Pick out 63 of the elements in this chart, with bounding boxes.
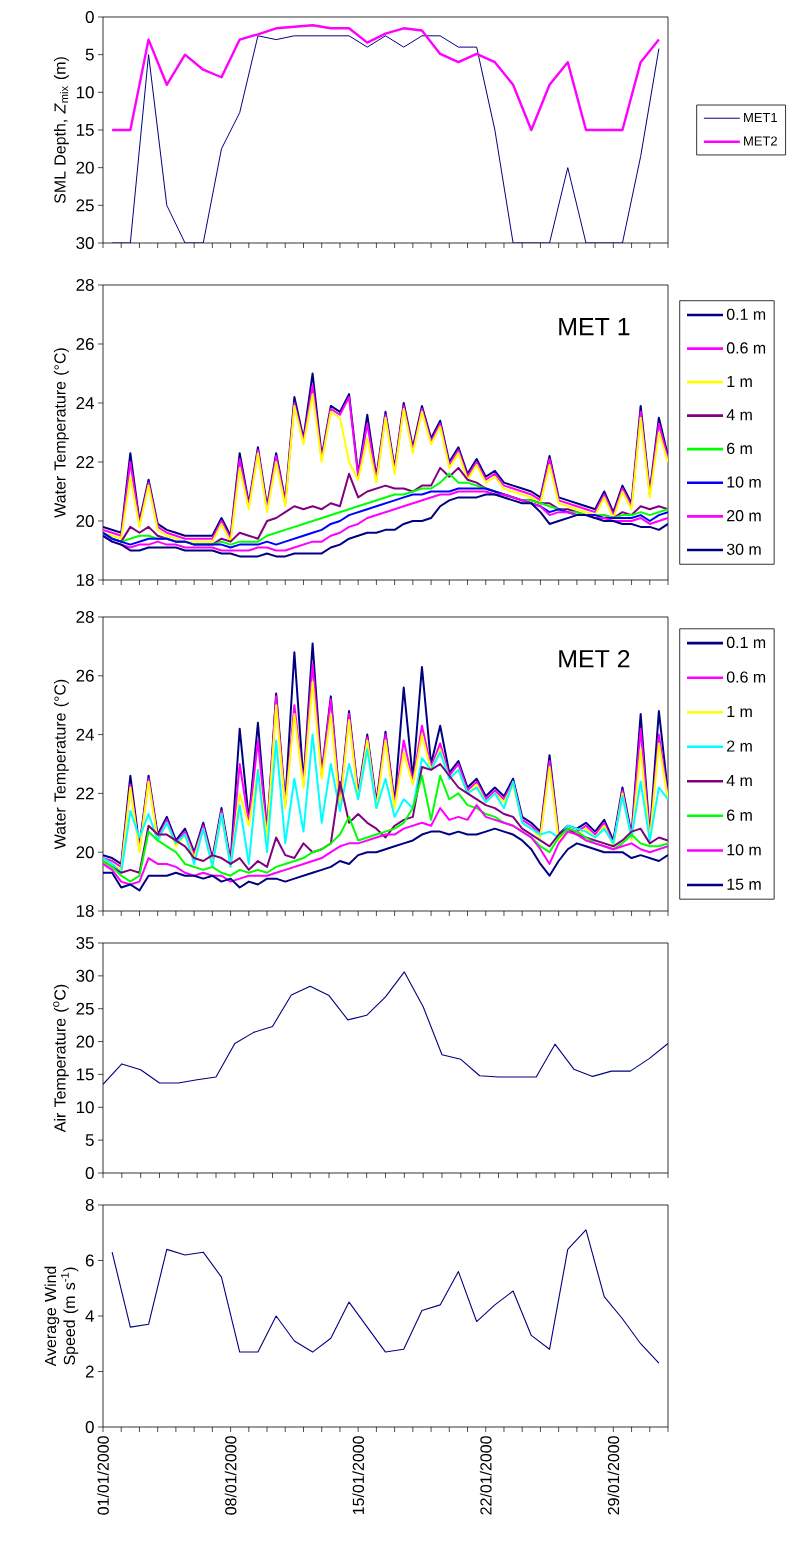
legend-label: 4 m (726, 775, 752, 787)
line-series (111, 1229, 660, 1364)
y-tick-label: 28 (76, 610, 94, 623)
y-tick-label: 30 (76, 969, 94, 982)
y-tick-label: 24 (76, 728, 94, 741)
legend-label: 0.6 m (726, 671, 766, 683)
annotation: MET 1 (559, 318, 630, 336)
x-tick-label: 29/01/2000 (607, 1436, 620, 1515)
x-tick-label: 08/01/2000 (224, 1436, 237, 1515)
x-tick-label: 22/01/2000 (479, 1436, 492, 1515)
x-tick-label: 01/01/2000 (97, 1436, 109, 1515)
y-tick-label: 22 (76, 787, 94, 800)
y-axis-title: Water Temperature (°C) (53, 348, 69, 518)
legend-label: MET2 (744, 136, 777, 146)
x-tick-label: 15/01/2000 (352, 1436, 365, 1515)
legend-label: 2 m (727, 740, 752, 752)
legend-label: 6 m (727, 809, 752, 821)
y-tick-label: 20 (76, 846, 94, 859)
legend-label: 1 m (727, 375, 752, 387)
annotation: MET 2 (559, 649, 630, 668)
y-tick-label: 5 (85, 48, 94, 61)
y-tick-label: 20 (76, 1035, 94, 1048)
y-tick-label: 4 (85, 1310, 94, 1322)
y-tick-label: 15 (76, 1068, 94, 1081)
y-axis-title: Air Temperature ($^{o}$C) (53, 984, 69, 1133)
y-axis-title: Water Temperature (°C) (53, 679, 69, 850)
y-tick-label: 15 (76, 124, 94, 136)
legend-label: 30 m (726, 543, 761, 555)
y-tick-label: 28 (76, 278, 94, 291)
y-tick-label: 20 (76, 161, 94, 174)
y-tick-label: 25 (76, 199, 94, 212)
y-tick-label: 22 (76, 456, 94, 468)
y-axis-title: SML Depth, Z$_{mix}$ (m) (53, 57, 69, 204)
legend-label: 0.1 m (726, 308, 766, 320)
y-tick-label: 8 (85, 1199, 94, 1211)
y-tick-label: 2 (85, 1365, 94, 1378)
legend-label: 0.6 m (726, 342, 766, 354)
legend-label: 20 m (727, 510, 761, 522)
y-tick-label: 35 (76, 936, 94, 949)
y-tick-label: 6 (85, 1254, 94, 1267)
legend-label: 4 m (726, 409, 752, 421)
y-tick-label: 18 (76, 904, 94, 917)
legend-label: 0.1 m (726, 636, 766, 649)
y-tick-label: 10 (76, 86, 94, 99)
legend-label: 15 m (727, 878, 761, 890)
y-tick-label: 25 (76, 1002, 94, 1015)
legend-label: MET1 (744, 113, 777, 122)
y-tick-label: 26 (76, 669, 94, 682)
line-series (103, 733, 668, 874)
legend-label: 10 m (727, 844, 761, 856)
legend-label: 1 m (727, 706, 752, 717)
y-tick-label: 24 (76, 397, 94, 409)
legend-label: 10 m (727, 476, 761, 488)
y-tick-label: 5 (85, 1134, 94, 1147)
y-tick-label: 0 (85, 10, 94, 23)
y-tick-label: 20 (76, 514, 94, 527)
y-tick-label: 10 (76, 1101, 94, 1114)
y-tick-label: 0 (85, 1167, 94, 1179)
y-tick-label: 30 (76, 236, 94, 249)
y-tick-label: 0 (85, 1421, 94, 1433)
y-tick-label: 18 (76, 573, 94, 586)
legend-label: 6 m (727, 442, 752, 455)
y-tick-label: 26 (76, 337, 94, 350)
